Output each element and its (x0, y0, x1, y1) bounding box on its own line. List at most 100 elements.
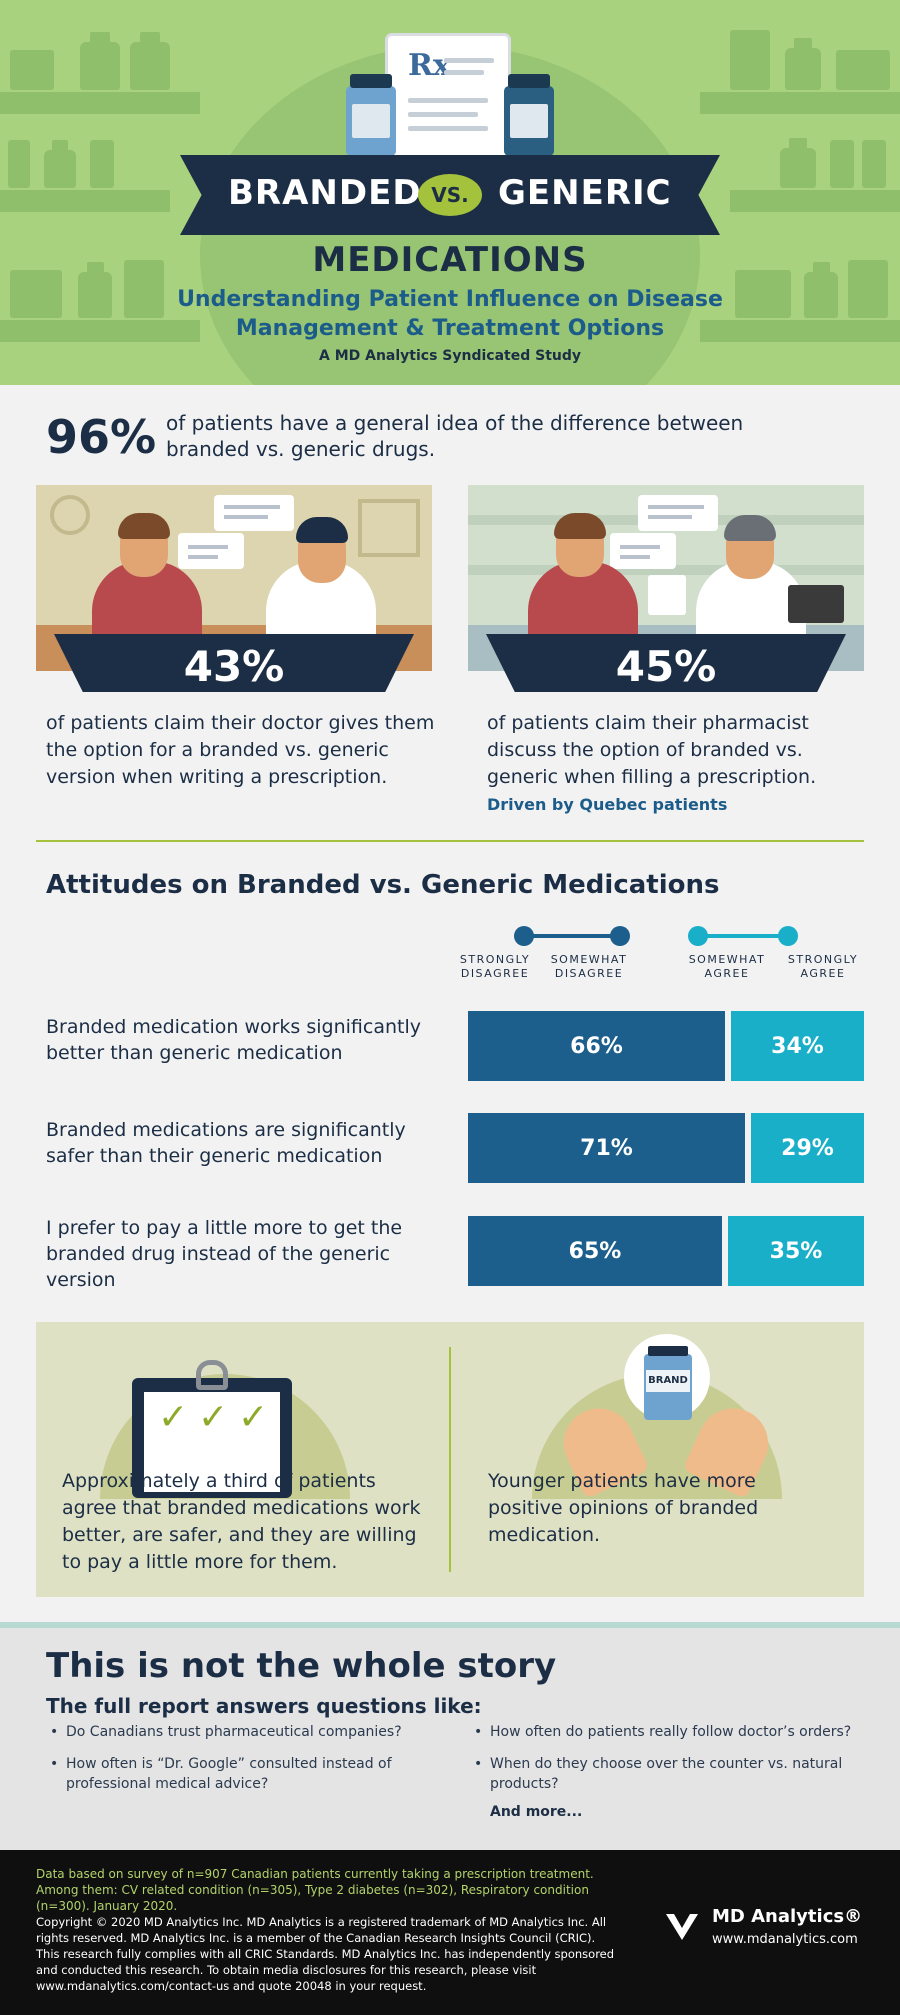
question-item: • How often do patients really follow doc… (474, 1724, 852, 1740)
doctor-hair (296, 517, 348, 543)
title-branded: BRANDED (228, 173, 422, 213)
shelf (730, 190, 900, 212)
legend-strongly-agree: STRONGLY AGREE (787, 953, 859, 980)
disagree-legend-marker (514, 926, 630, 946)
picture-frame-icon (358, 499, 420, 557)
box (10, 270, 62, 318)
shelf (468, 565, 864, 575)
bottle (80, 32, 120, 90)
story-title: This is not the whole story (46, 1646, 557, 1686)
attitude-row-1-agree-bar: 34% (731, 1011, 864, 1081)
question-item: • How often is “Dr. Google” consulted ins… (50, 1756, 392, 1792)
study-label: A MD Analytics Syndicated Study (318, 348, 582, 364)
subtitle-line-2: Management & Treatment Options (235, 316, 665, 341)
box (8, 140, 30, 188)
shelf (700, 92, 900, 114)
copyright-text: Copyright © 2020 MD Analytics Inc. MD An… (36, 1915, 615, 1993)
box (730, 30, 770, 90)
speech-bubble (214, 495, 294, 531)
attitudes-title: Attitudes on Branded vs. Generic Medicat… (46, 870, 720, 900)
clipboard-checklist-icon: ✓ ✓ ✓ (132, 1360, 292, 1498)
whole-story-section (0, 1622, 900, 1850)
story-subtitle: The full report answers questions like: (46, 1694, 482, 1718)
bottle (78, 262, 112, 318)
check-icon: ✓ (238, 1397, 269, 1438)
speech-bubble (610, 533, 676, 569)
survey-note: Data based on survey of n=907 Canadian p… (36, 1867, 594, 1913)
box (836, 50, 890, 90)
rx-symbol: Rx (408, 48, 451, 83)
agree-legend-marker (688, 926, 798, 946)
attitude-row-3-agree-bar: 35% (728, 1216, 864, 1286)
branded-bottle-icon (346, 74, 396, 156)
pharmacist-stat-caption: of patients claim their pharmacist discu… (487, 712, 817, 788)
doctor-stat-caption: of patients claim their doctor gives the… (46, 712, 435, 788)
box (848, 260, 888, 318)
pharmacist-stat-ribbon: 45% (486, 634, 846, 692)
question-item: • Do Canadians trust pharmaceutical compa… (50, 1724, 402, 1740)
bottle (804, 262, 838, 318)
attitude-row-3-disagree-bar: 65% (468, 1216, 722, 1286)
question-item: • When do they choose over the counter vs… (474, 1756, 843, 1792)
pharmacist-stat-note: Driven by Quebec patients (487, 795, 728, 814)
check-icon: ✓ (198, 1397, 229, 1438)
brand-bottle-icon: BRAND (644, 1346, 692, 1420)
shelf (0, 320, 200, 342)
pharmacist-hair (724, 515, 776, 541)
box (830, 140, 854, 188)
callout-left-text: Approximately a third of patients agree … (62, 1470, 421, 1573)
box (90, 140, 114, 188)
insights-callout: ✓ ✓ ✓ BRAND (36, 1322, 864, 1597)
brand-label: BRAND (646, 1370, 690, 1392)
legend-somewhat-agree: SOMEWHAT AGREE (688, 953, 766, 980)
bottle (130, 32, 170, 90)
shelf (0, 190, 170, 212)
shelf (0, 92, 200, 114)
cash-register-icon (788, 585, 844, 623)
legend-somewhat-disagree: SOMEWHAT DISAGREE (550, 953, 628, 980)
patient-hair (118, 513, 170, 539)
and-more-link[interactable]: And more... (490, 1804, 583, 1820)
header: Rx BRANDED GENERIC VS. MEDICATIONS Under… (0, 0, 900, 385)
doctor-stat-value: 43% (183, 642, 285, 691)
attitude-row-2-agree-bar: 29% (751, 1113, 864, 1183)
subtitle: Understanding Patient Influence on Disea… (0, 285, 900, 343)
stat-96-value: 96% (46, 410, 157, 464)
logo-name: MD Analytics® (712, 1906, 863, 1927)
callout-divider (449, 1347, 451, 1572)
attitude-row-1-label: Branded medication works significantly b… (46, 1016, 421, 1064)
title-generic: GENERIC (498, 173, 672, 213)
generic-bottle-icon (504, 74, 554, 156)
md-analytics-logo-icon (666, 1914, 698, 1940)
stat-96-text: of patients have a general idea of the d… (166, 411, 744, 461)
prescription-bag-icon (648, 575, 686, 615)
speech-bubble (178, 533, 244, 569)
box (10, 50, 54, 90)
callout-right-text: Younger patients have more positive opin… (488, 1470, 759, 1546)
attitude-row-3-label: I prefer to pay a little more to get the… (46, 1217, 403, 1291)
shelf (700, 320, 900, 342)
logo-url[interactable]: www.mdanalytics.com (712, 1932, 858, 1947)
prescription-paper-icon: Rx (388, 36, 508, 166)
attitude-row-1-disagree-bar: 66% (468, 1011, 725, 1081)
bottle (44, 140, 76, 188)
box (735, 270, 791, 318)
check-icon: ✓ (158, 1397, 189, 1438)
doctor-stat-ribbon: 43% (54, 634, 414, 692)
footer (0, 1850, 900, 2015)
box (862, 140, 886, 188)
box (124, 260, 164, 318)
vs-badge: VS. (418, 174, 482, 216)
clock-icon (50, 495, 90, 535)
attitude-row-2-label: Branded medications are significantly sa… (46, 1119, 406, 1167)
subtitle-line-1: Understanding Patient Influence on Disea… (177, 287, 723, 312)
legend-strongly-disagree: STRONGLY DISAGREE (459, 953, 531, 980)
title-medications: MEDICATIONS (312, 240, 588, 280)
patient-hair (554, 513, 606, 539)
attitude-row-2-disagree-bar: 71% (468, 1113, 745, 1183)
bottle (780, 138, 816, 188)
bottle (785, 38, 821, 90)
section-divider (36, 840, 864, 842)
pharmacist-stat-value: 45% (615, 642, 717, 691)
